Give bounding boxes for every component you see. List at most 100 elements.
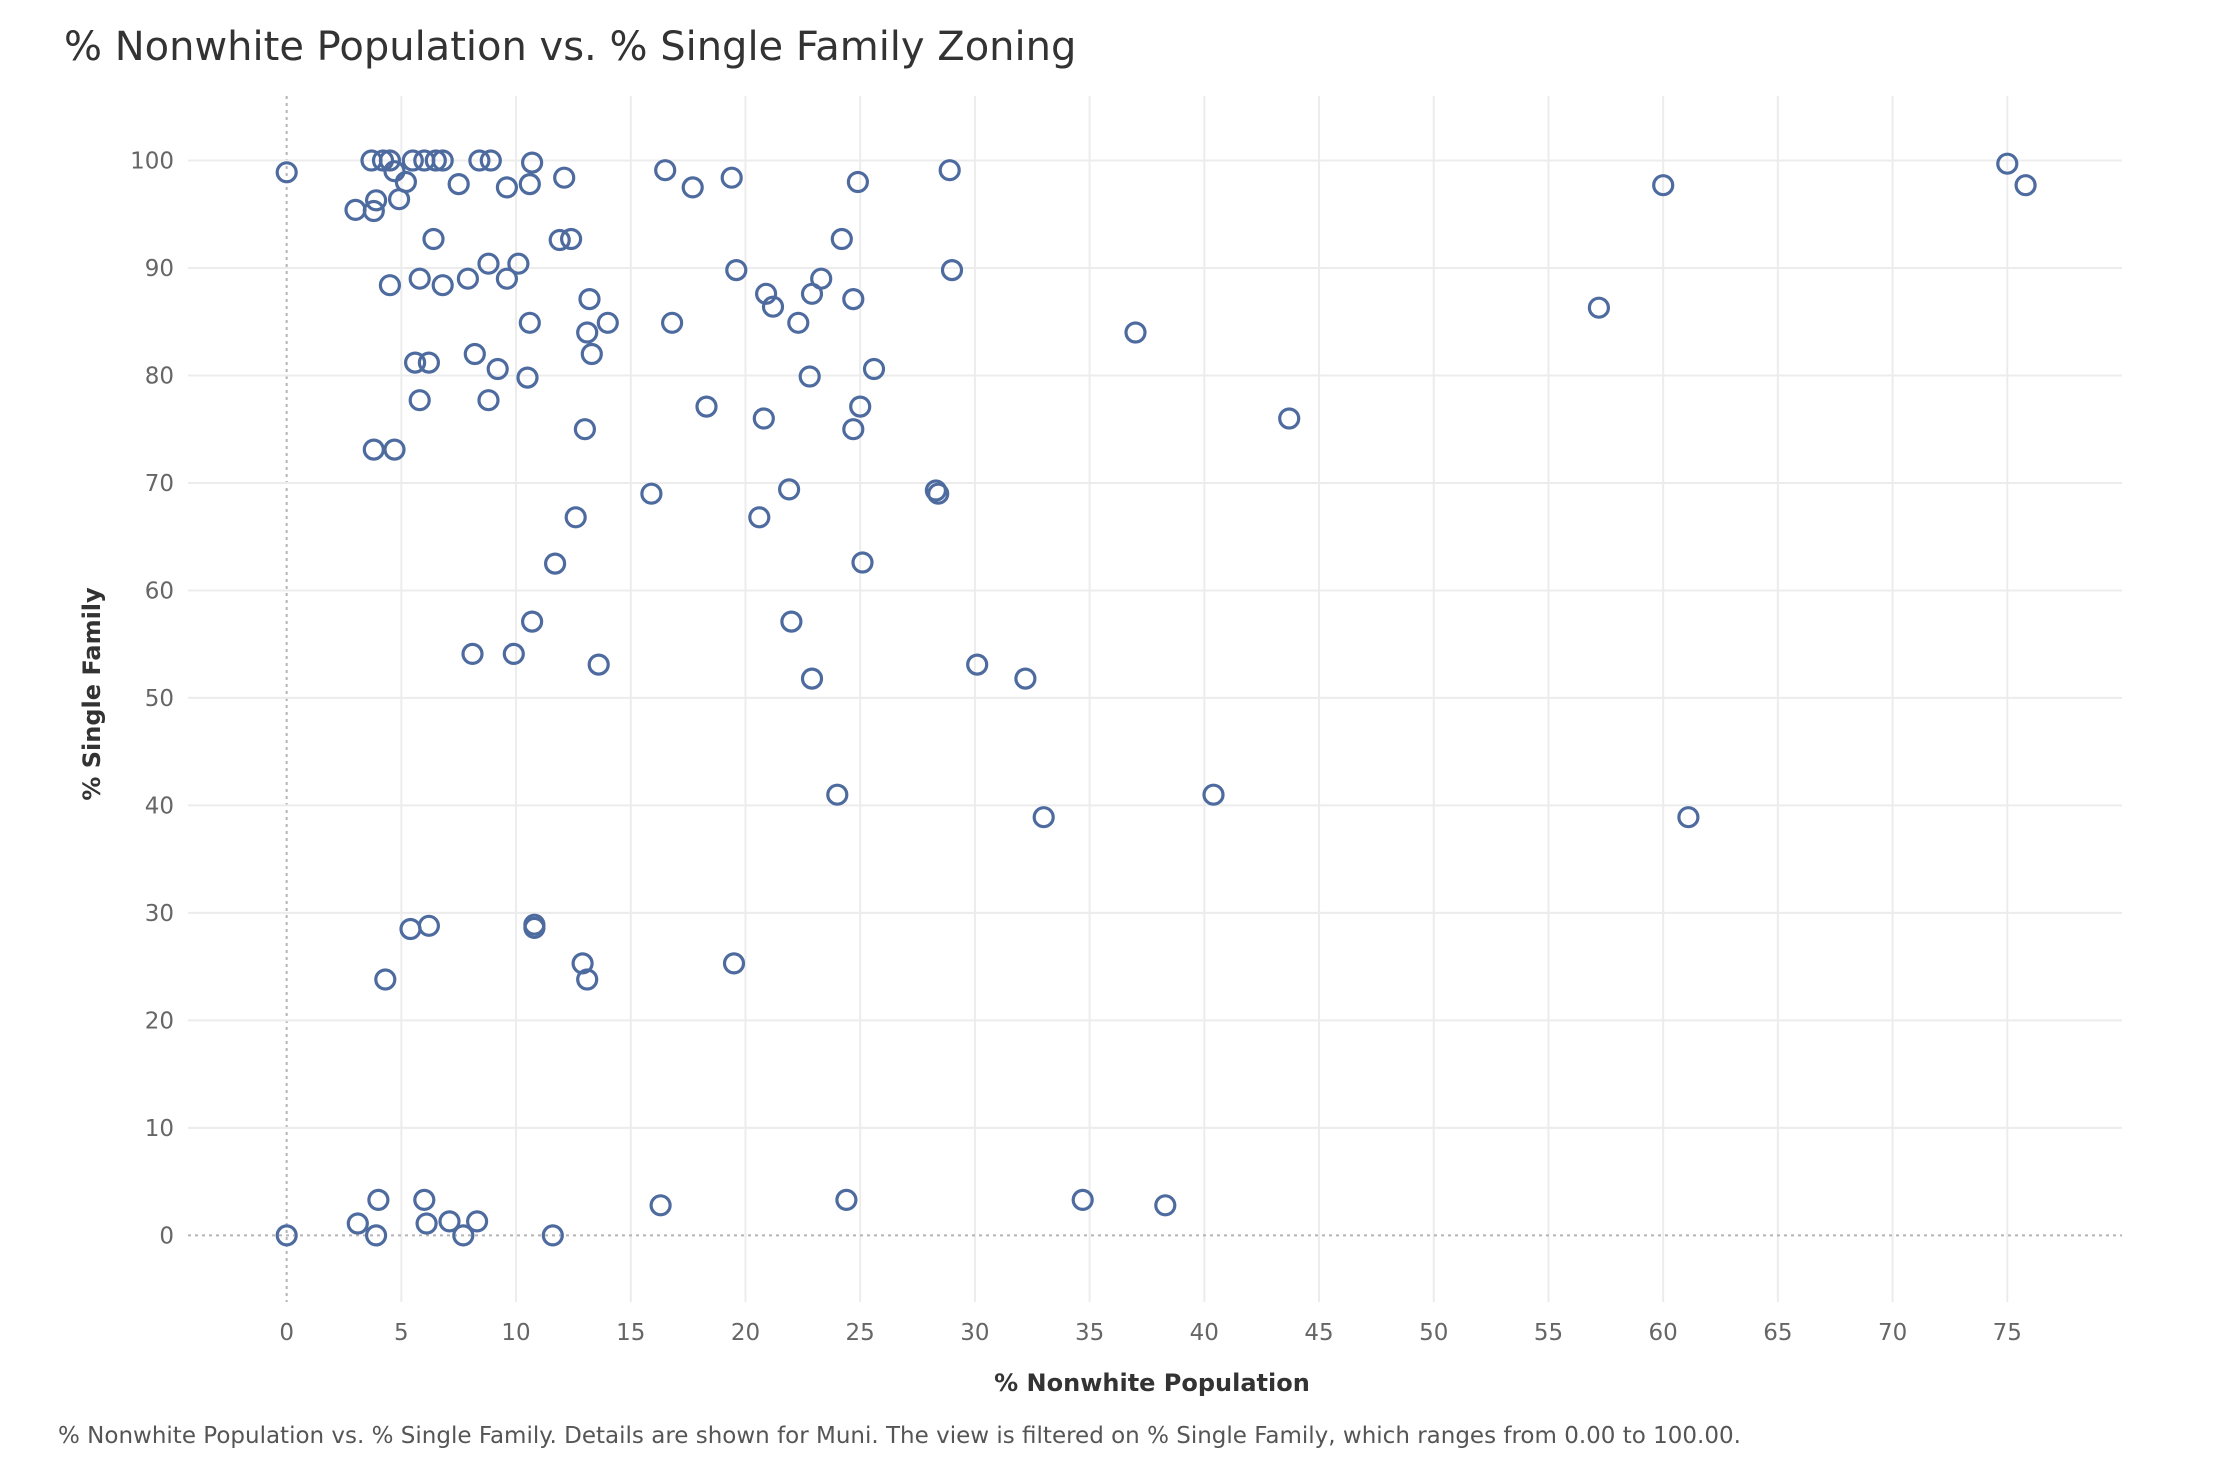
- data-point[interactable]: [495, 267, 518, 290]
- data-point[interactable]: [344, 198, 367, 221]
- data-point[interactable]: [477, 252, 500, 275]
- data-point[interactable]: [1124, 321, 1147, 344]
- data-point[interactable]: [826, 783, 849, 806]
- data-point[interactable]: [520, 610, 544, 633]
- data-point[interactable]: [275, 161, 298, 184]
- data-point[interactable]: [452, 1224, 475, 1247]
- data-point[interactable]: [573, 418, 597, 441]
- data-point[interactable]: [654, 159, 677, 182]
- data-point[interactable]: [413, 1188, 436, 1212]
- data-point[interactable]: [408, 267, 431, 290]
- data-point[interactable]: [447, 173, 470, 196]
- data-point[interactable]: [365, 189, 388, 212]
- data-point[interactable]: [461, 642, 484, 666]
- data-point[interactable]: [466, 1210, 489, 1233]
- data-point[interactable]: [1677, 806, 1700, 829]
- data-point[interactable]: [1032, 806, 1055, 829]
- data-point[interactable]: [463, 342, 486, 366]
- data-point[interactable]: [748, 506, 771, 529]
- data-point[interactable]: [404, 351, 427, 374]
- data-point[interactable]: [842, 418, 865, 441]
- data-point[interactable]: [456, 267, 479, 290]
- data-point[interactable]: [842, 288, 865, 311]
- data-point[interactable]: [862, 357, 886, 381]
- data-point[interactable]: [681, 176, 704, 199]
- data-point[interactable]: [578, 288, 601, 311]
- data-point[interactable]: [576, 321, 599, 344]
- data-point[interactable]: [752, 407, 775, 430]
- data-point[interactable]: [1996, 152, 2019, 175]
- data-point[interactable]: [401, 149, 424, 172]
- data-point[interactable]: [346, 1212, 369, 1235]
- data-point[interactable]: [1587, 296, 1611, 319]
- data-point[interactable]: [559, 227, 583, 251]
- data-point[interactable]: [518, 173, 541, 196]
- data-point[interactable]: [362, 199, 385, 223]
- data-point[interactable]: [1652, 174, 1675, 197]
- data-point[interactable]: [580, 342, 603, 366]
- data-point[interactable]: [415, 1212, 438, 1235]
- data-point[interactable]: [761, 295, 785, 318]
- data-point[interactable]: [477, 389, 500, 412]
- data-point[interactable]: [431, 274, 454, 297]
- data-point[interactable]: [780, 610, 803, 633]
- data-point[interactable]: [1154, 1194, 1177, 1217]
- data-point[interactable]: [849, 395, 872, 418]
- data-point[interactable]: [507, 252, 530, 275]
- data-point[interactable]: [543, 552, 567, 575]
- data-point[interactable]: [835, 1188, 858, 1212]
- data-point[interactable]: [518, 311, 541, 334]
- data-point[interactable]: [479, 149, 502, 172]
- data-point[interactable]: [725, 259, 748, 282]
- data-point[interactable]: [846, 170, 870, 194]
- data-point[interactable]: [576, 968, 599, 991]
- data-point[interactable]: [800, 282, 824, 305]
- data-point[interactable]: [798, 365, 821, 388]
- data-point[interactable]: [927, 482, 950, 505]
- data-point[interactable]: [1071, 1188, 1094, 1212]
- data-point[interactable]: [365, 1224, 388, 1247]
- data-point[interactable]: [520, 151, 544, 174]
- data-point[interactable]: [422, 227, 445, 251]
- data-point[interactable]: [800, 667, 824, 690]
- data-points[interactable]: [275, 149, 2037, 1247]
- data-point[interactable]: [938, 159, 961, 182]
- data-point[interactable]: [502, 642, 525, 666]
- data-point[interactable]: [417, 914, 440, 937]
- data-point[interactable]: [378, 274, 401, 297]
- data-point[interactable]: [830, 227, 853, 251]
- data-point[interactable]: [1014, 667, 1037, 690]
- data-point[interactable]: [1278, 407, 1301, 430]
- data-point[interactable]: [596, 311, 619, 334]
- data-point[interactable]: [408, 389, 431, 412]
- data-point[interactable]: [754, 282, 778, 305]
- data-point[interactable]: [399, 917, 422, 941]
- data-point[interactable]: [587, 653, 610, 676]
- data-point[interactable]: [720, 166, 743, 189]
- data-point[interactable]: [548, 228, 571, 252]
- data-point[interactable]: [695, 395, 718, 418]
- data-point[interactable]: [383, 438, 406, 461]
- data-point[interactable]: [438, 1210, 461, 1233]
- data-point[interactable]: [367, 1188, 390, 1212]
- data-point[interactable]: [378, 149, 401, 172]
- data-point[interactable]: [541, 1224, 564, 1247]
- data-point[interactable]: [374, 968, 397, 991]
- data-point[interactable]: [940, 259, 964, 282]
- data-point[interactable]: [362, 438, 385, 461]
- data-point[interactable]: [431, 149, 454, 172]
- data-point[interactable]: [564, 506, 587, 529]
- data-point[interactable]: [486, 357, 509, 381]
- data-point[interactable]: [660, 311, 684, 334]
- data-point[interactable]: [1202, 783, 1225, 806]
- data-point[interactable]: [787, 311, 810, 334]
- data-point[interactable]: [777, 478, 801, 501]
- data-point[interactable]: [640, 482, 663, 505]
- data-point[interactable]: [523, 916, 546, 940]
- data-point[interactable]: [495, 176, 518, 199]
- data-point[interactable]: [424, 149, 447, 172]
- data-point[interactable]: [924, 479, 948, 502]
- data-point[interactable]: [388, 188, 411, 211]
- data-point[interactable]: [2014, 174, 2037, 197]
- data-point[interactable]: [468, 149, 491, 172]
